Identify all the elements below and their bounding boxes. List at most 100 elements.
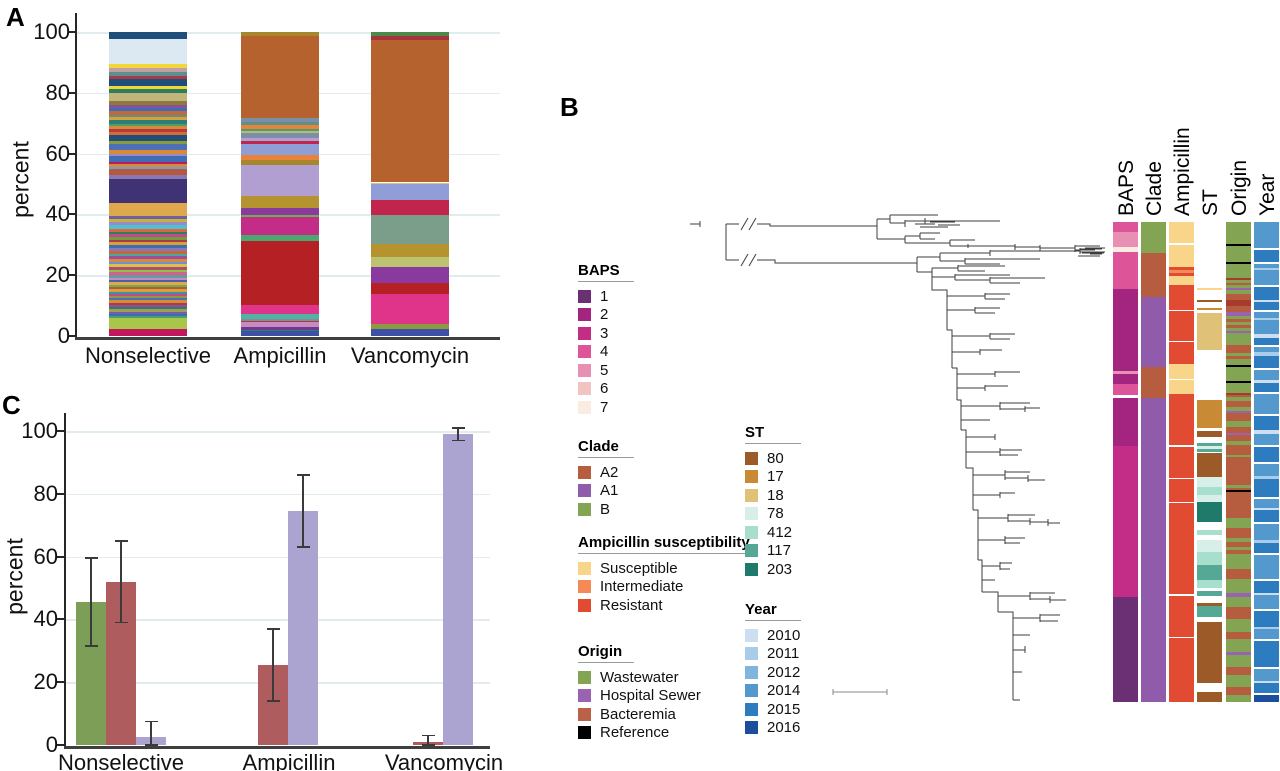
legend-swatch (745, 628, 758, 642)
legend-swatch (578, 670, 591, 684)
error-bar-cap-bottom (296, 546, 310, 548)
bar-segment (109, 131, 187, 136)
heatmap-cell (1113, 247, 1138, 252)
heatmap-cell (1113, 446, 1138, 597)
y-tick (57, 555, 64, 558)
legend-item: 2010 (745, 626, 801, 645)
error-bar-cap-bottom (84, 645, 98, 647)
legend-item-label: 18 (767, 486, 784, 504)
legend-item-label: A1 (600, 482, 619, 500)
heatmap-cell (1226, 345, 1251, 353)
legend-item-label: 17 (767, 468, 784, 486)
legend-item: 2011 (745, 645, 801, 664)
heatmap-cell (1254, 318, 1279, 320)
heatmap-cell (1254, 414, 1279, 416)
heatmap-cell (1254, 300, 1279, 302)
legend-item-label: 2011 (767, 645, 800, 663)
heatmap-cell (1197, 288, 1222, 290)
gridline-60 (64, 556, 490, 559)
heatmap-cell (1226, 383, 1251, 393)
bar-segment (109, 64, 187, 68)
heatmap-cell (1113, 398, 1138, 446)
legend-swatch (745, 488, 758, 502)
legend-swatch (745, 507, 758, 521)
legend-item-label: 78 (767, 505, 784, 523)
heatmap-cell (1226, 285, 1251, 288)
legend-item-label: 2016 (767, 719, 801, 737)
bar-segment (109, 108, 187, 112)
heatmap-cell (1226, 579, 1251, 593)
legend-item: Reference (578, 724, 701, 743)
heatmap-cell (1226, 397, 1251, 401)
y-tick-label: 100 (33, 19, 70, 44)
heatmap-cell (1226, 538, 1251, 542)
y-tick (57, 430, 64, 432)
heatmap-cell (1113, 252, 1138, 289)
heatmap-cell (1254, 510, 1279, 522)
legend-title: Origin (578, 643, 634, 663)
heatmap-cell (1169, 478, 1194, 479)
bar-segment (109, 88, 187, 94)
y-tick (68, 31, 75, 33)
heatmap-cell (1254, 540, 1279, 543)
legend-title: Clade (578, 438, 634, 458)
error-bar-cap-bottom (266, 700, 280, 702)
error-bar-cap-top (266, 628, 280, 630)
bar-segment (109, 163, 187, 167)
legend-swatch (578, 308, 591, 322)
legend-item-label: 3 (600, 324, 609, 342)
bar-segment (109, 179, 187, 203)
bar-segment (109, 311, 187, 314)
heatmap-cell (1226, 427, 1251, 433)
heatmap-cell (1169, 638, 1194, 702)
heatmap-cell (1226, 667, 1251, 675)
heatmap-cell (1254, 555, 1279, 579)
heatmap-cell (1254, 611, 1279, 627)
heatmap-cell (1113, 371, 1138, 374)
heatmap-cell (1254, 462, 1279, 464)
heatmap-cell (1254, 464, 1279, 476)
legend-swatch (578, 689, 591, 703)
heatmap-cell (1254, 629, 1279, 639)
legend-year: Year 2010 2011 2012 2014 2015 2016 (745, 601, 801, 737)
heatmap-cell (1254, 262, 1279, 264)
bar-segment (241, 132, 319, 138)
legend-item-label: 1 (600, 287, 609, 305)
heatmap-cell (1197, 487, 1222, 495)
heatmap-cell (1226, 367, 1251, 381)
y-tick (57, 681, 64, 684)
heatmap-cell (1254, 524, 1279, 540)
heatmap-cell (1197, 431, 1222, 437)
bar-segment (241, 322, 319, 328)
legend-item-label: 117 (767, 542, 791, 560)
bar-segment (109, 250, 187, 254)
legend-swatch (578, 580, 591, 594)
heatmap-cell (1254, 287, 1279, 300)
heatmap-cell (1226, 328, 1251, 331)
heatmap-cell (1254, 250, 1279, 262)
x-category-label: Ampicillin (233, 343, 327, 368)
heatmap-cell (1169, 637, 1194, 638)
legend-swatch (578, 400, 591, 414)
heatmap-cell (1226, 607, 1251, 619)
legend-swatch (578, 561, 591, 575)
gridline-40 (64, 619, 490, 621)
heatmap-cell (1254, 302, 1279, 310)
error-bar-cap-top (84, 557, 98, 559)
gridline-80 (64, 493, 490, 496)
heatmap-cell (1197, 683, 1222, 692)
bar-segment (109, 32, 187, 39)
heatmap-cell (1141, 367, 1166, 398)
bar-segment (241, 320, 319, 323)
heatmap-cell (1197, 495, 1222, 502)
heatmap-cell (1226, 619, 1251, 632)
bar-segment (109, 272, 187, 276)
legend-swatch (745, 451, 758, 465)
heatmap-column-year (1254, 222, 1279, 702)
legend-item-label: 203 (767, 560, 793, 578)
legend-swatch (578, 598, 591, 612)
bar-segment (109, 39, 187, 65)
heatmap-cell (1254, 268, 1279, 270)
heatmap-cell (1254, 499, 1279, 508)
